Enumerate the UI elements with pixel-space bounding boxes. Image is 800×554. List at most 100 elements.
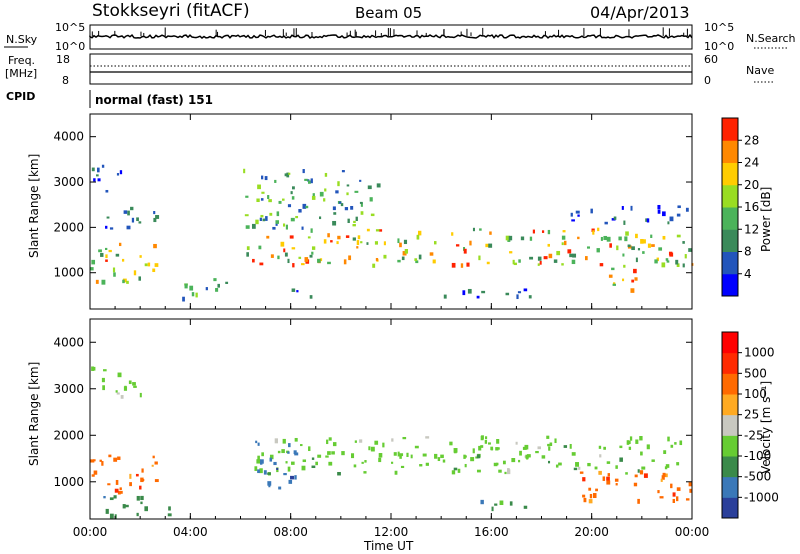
heatmap-cell (512, 259, 515, 265)
heatmap-cell (331, 451, 335, 455)
heatmap-cell (462, 290, 466, 296)
heatmap-cell (285, 461, 288, 464)
heatmap-cell (402, 436, 407, 440)
heatmap-cell (647, 243, 651, 248)
heatmap-cell (518, 459, 521, 463)
heatmap-cell (476, 469, 481, 473)
heatmap-cell (302, 169, 305, 174)
heatmap-cell (215, 287, 219, 292)
heatmap-cell (106, 216, 110, 219)
heatmap-cell (679, 440, 683, 446)
heatmap-cell (598, 445, 602, 449)
heatmap-cell (676, 234, 681, 238)
heatmap-cell (663, 450, 667, 454)
heatmap-cell (290, 191, 293, 195)
heatmap-cell (152, 455, 155, 459)
heatmap-cell (505, 235, 510, 241)
heatmap-cell (611, 218, 616, 221)
heatmap-cell (360, 241, 363, 244)
heatmap-cell (635, 233, 638, 239)
heatmap-cell (117, 372, 122, 378)
heatmap-cell (463, 454, 466, 459)
heatmap-cell (286, 172, 290, 178)
heatmap-cell (301, 465, 306, 471)
heatmap-cell (114, 514, 117, 519)
heatmap-cell (661, 262, 666, 268)
nave-top-tick: 60 (704, 53, 718, 66)
heatmap-cell (622, 278, 625, 282)
heatmap-cell (304, 257, 309, 262)
heatmap-cell (547, 243, 550, 247)
heatmap-cell (330, 240, 333, 243)
heatmap-cell (665, 258, 669, 261)
heatmap-cell (476, 295, 480, 299)
heatmap-cell (140, 501, 143, 505)
heatmap-cell (260, 214, 264, 218)
heatmap-cell (291, 247, 296, 250)
heatmap-cell (129, 482, 132, 487)
heatmap-cell (346, 184, 350, 187)
colorbar-tick-label: -1000 (744, 490, 779, 504)
heatmap-cell (425, 462, 429, 466)
heatmap-cell (637, 469, 640, 473)
heatmap-cell (344, 207, 349, 211)
heatmap-cell (549, 442, 553, 447)
heatmap-cell (575, 210, 580, 214)
heatmap-cell (139, 392, 142, 398)
heatmap-cell (600, 236, 603, 241)
heatmap-cell (440, 454, 444, 459)
heatmap-cell (684, 254, 687, 259)
heatmap-cell (422, 453, 427, 457)
colorbar-tick-label: -100 (744, 449, 771, 463)
heatmap-cell (639, 470, 644, 475)
heatmap-cell (319, 191, 324, 197)
heatmap-cell (274, 179, 277, 183)
heatmap-cell (627, 244, 631, 248)
heatmap-cell (257, 442, 260, 446)
heatmap-cell (383, 254, 387, 259)
heatmap-cell (364, 460, 367, 463)
heatmap-cell (596, 248, 600, 253)
heatmap-cell (346, 192, 349, 196)
heatmap-cell (97, 167, 100, 173)
heatmap-cell (282, 438, 286, 444)
heatmap-cell (529, 236, 533, 241)
heatmap-cell (246, 246, 250, 250)
heatmap-cell (541, 230, 545, 233)
velocity-colorbar: 1000 500 100 25 -25 -100 -500 -1000 (721, 331, 779, 519)
heatmap-cell (168, 506, 171, 511)
heatmap-cell (260, 459, 264, 464)
heatmap-cell (608, 274, 613, 278)
heatmap-cell (332, 442, 337, 447)
heatmap-cell (154, 263, 159, 267)
heatmap-cell (266, 235, 270, 239)
heatmap-cell (276, 211, 280, 217)
heatmap-cell (571, 452, 576, 456)
cpid-label: CPID (6, 90, 35, 103)
heatmap-cell (315, 461, 318, 466)
colorbar-tick-label: 28 (744, 133, 759, 147)
heatmap-cell (114, 488, 119, 493)
heatmap-cell (327, 261, 331, 265)
y-tick-label: 1000 (53, 475, 84, 489)
heatmap-cell (664, 466, 668, 470)
heatmap-cell (666, 260, 670, 263)
heatmap-cell (634, 277, 638, 281)
heatmap-cell (263, 470, 267, 475)
heatmap-cell (676, 462, 680, 466)
heatmap-cell (122, 279, 125, 284)
heatmap-cell (311, 251, 314, 255)
heatmap-cell (434, 453, 438, 459)
heatmap-cell (511, 458, 516, 463)
freq-bottom-tick: 8 (62, 74, 69, 87)
freq-label-1: Freq. (8, 54, 35, 67)
heatmap-cell (311, 195, 316, 200)
date-title: 04/Apr/2013 (590, 3, 690, 22)
velocity-panel-bg (90, 319, 692, 519)
heatmap-cell (592, 230, 595, 235)
heatmap-cell (311, 246, 316, 250)
heatmap-cell (553, 259, 558, 263)
heatmap-cell (630, 288, 635, 293)
heatmap-cell (414, 445, 419, 449)
colorbar-swatch (722, 162, 738, 186)
